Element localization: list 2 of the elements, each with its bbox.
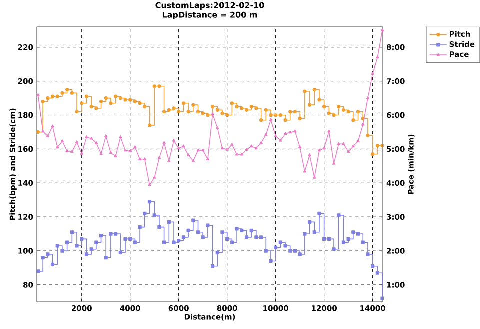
chart-title: CustomLaps:2012-02-10	[156, 2, 264, 10]
chart-subtitle: LapDistance = 200 m	[162, 12, 258, 20]
